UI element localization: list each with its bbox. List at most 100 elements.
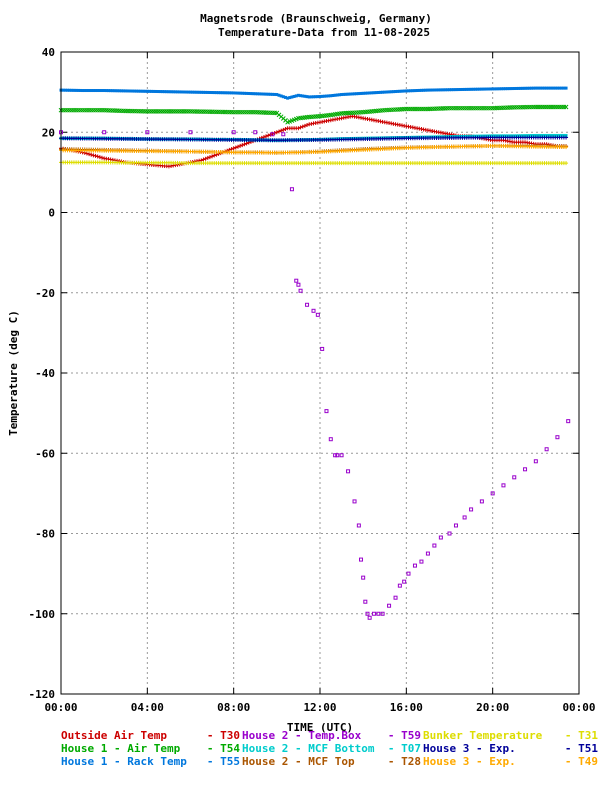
data-point bbox=[135, 89, 139, 93]
data-point bbox=[437, 88, 441, 92]
data-point bbox=[482, 87, 486, 91]
data-point bbox=[346, 92, 350, 96]
data-point bbox=[98, 89, 102, 93]
data-point bbox=[387, 603, 392, 608]
data-point bbox=[381, 90, 385, 94]
data-point bbox=[393, 595, 398, 600]
x-axis-label: TIME (UTC) bbox=[287, 721, 353, 734]
data-point bbox=[87, 152, 92, 157]
data-point bbox=[240, 143, 245, 148]
x-tick-labels: 00:00 04:00 08:00 12:00 16:00 20:00 00:00 bbox=[44, 701, 595, 714]
data-point bbox=[378, 90, 382, 94]
data-point bbox=[152, 89, 156, 93]
data-point bbox=[361, 91, 365, 95]
data-point bbox=[376, 611, 381, 616]
data-point bbox=[223, 91, 227, 95]
data-point bbox=[439, 88, 443, 92]
data-point bbox=[463, 87, 467, 91]
data-point bbox=[150, 89, 154, 93]
data-point bbox=[139, 89, 143, 93]
data-point bbox=[357, 92, 361, 96]
data-point bbox=[363, 91, 367, 95]
data-point bbox=[61, 88, 65, 92]
data-point bbox=[227, 91, 231, 95]
y-axis-label: Temperature (deg C) bbox=[7, 310, 20, 436]
data-point bbox=[236, 91, 240, 95]
data-point bbox=[322, 94, 326, 98]
data-point bbox=[447, 531, 452, 536]
data-point bbox=[262, 92, 266, 96]
series-8 bbox=[59, 143, 569, 155]
data-point bbox=[471, 87, 475, 91]
data-point bbox=[296, 93, 300, 97]
data-point bbox=[397, 583, 402, 588]
data-point bbox=[536, 86, 540, 90]
data-point bbox=[425, 551, 430, 556]
data-point bbox=[564, 133, 568, 137]
x-tick-label: 16:00 bbox=[390, 701, 423, 714]
data-point bbox=[128, 89, 132, 93]
data-point bbox=[264, 92, 268, 96]
data-point bbox=[467, 87, 471, 91]
data-point bbox=[339, 453, 344, 458]
data-point bbox=[371, 611, 376, 616]
data-point bbox=[283, 127, 288, 132]
data-point bbox=[549, 86, 553, 90]
data-point bbox=[419, 88, 423, 92]
legend-entry-tag: - T07 bbox=[388, 742, 421, 755]
data-point bbox=[544, 447, 549, 452]
data-point bbox=[298, 125, 303, 130]
data-point bbox=[490, 491, 495, 496]
data-point bbox=[311, 308, 316, 313]
data-point bbox=[253, 92, 257, 96]
data-point bbox=[510, 87, 514, 91]
data-point bbox=[335, 93, 339, 97]
data-point bbox=[288, 96, 292, 100]
data-point bbox=[370, 91, 374, 95]
data-point bbox=[117, 89, 121, 93]
data-point bbox=[469, 507, 474, 512]
data-point bbox=[193, 90, 197, 94]
data-point bbox=[346, 469, 351, 474]
data-point bbox=[242, 142, 247, 147]
data-point bbox=[210, 154, 215, 159]
data-point bbox=[563, 104, 569, 110]
data-point bbox=[165, 90, 169, 94]
data-point bbox=[221, 91, 225, 95]
data-point bbox=[555, 86, 559, 90]
data-point bbox=[122, 89, 126, 93]
data-point bbox=[491, 87, 495, 91]
data-point bbox=[78, 88, 82, 92]
data-point bbox=[268, 92, 272, 96]
data-point bbox=[484, 87, 488, 91]
data-point bbox=[406, 89, 410, 93]
data-point bbox=[478, 87, 482, 91]
data-point bbox=[176, 90, 180, 94]
data-point bbox=[564, 86, 568, 90]
data-point bbox=[501, 87, 505, 91]
data-point bbox=[203, 156, 208, 161]
data-point bbox=[70, 88, 74, 92]
legend-entry-tag: - T59 bbox=[388, 729, 421, 742]
data-point bbox=[560, 133, 564, 137]
legend: Outside Air Temp - T30 House 2 - Temp.Box -… bbox=[61, 729, 598, 768]
data-point bbox=[89, 89, 93, 93]
data-point bbox=[281, 132, 286, 137]
data-point bbox=[460, 87, 464, 91]
data-point bbox=[102, 130, 107, 135]
legend-entry-dash: - bbox=[207, 729, 220, 742]
data-point bbox=[234, 91, 238, 95]
data-point bbox=[281, 95, 285, 99]
data-point bbox=[301, 94, 305, 98]
data-point bbox=[355, 92, 359, 96]
data-point bbox=[409, 89, 413, 93]
data-point bbox=[320, 346, 325, 351]
legend-entry-name: House 3 - Exp. bbox=[423, 742, 516, 755]
legend-entry-tag-text: T30 bbox=[220, 729, 240, 742]
data-point bbox=[147, 89, 151, 93]
data-point bbox=[124, 89, 128, 93]
data-point bbox=[255, 92, 259, 96]
data-point bbox=[270, 132, 275, 137]
data-point bbox=[292, 94, 296, 98]
data-point bbox=[290, 95, 294, 99]
